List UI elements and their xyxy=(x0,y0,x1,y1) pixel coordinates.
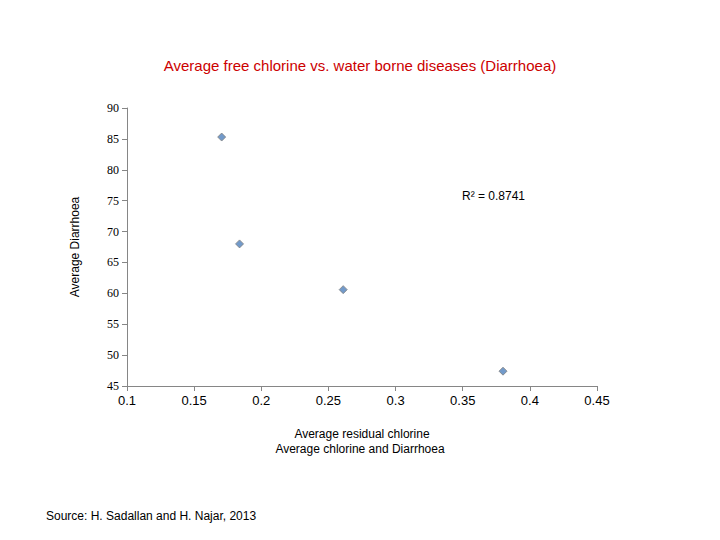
svg-text:90: 90 xyxy=(107,101,119,115)
svg-text:0.45: 0.45 xyxy=(584,393,609,408)
svg-text:0.35: 0.35 xyxy=(450,393,475,408)
svg-text:60: 60 xyxy=(107,286,119,300)
svg-text:R² = 0.8741: R² = 0.8741 xyxy=(462,189,525,203)
svg-text:70: 70 xyxy=(107,225,119,239)
svg-text:Source: H. Sadallan and H. Naj: Source: H. Sadallan and H. Najar, 2013 xyxy=(46,509,256,523)
svg-text:Average free chlorine vs. wate: Average free chlorine vs. water borne di… xyxy=(164,57,556,74)
svg-text:0.3: 0.3 xyxy=(387,393,405,408)
svg-text:Average chlorine and Diarrhoea: Average chlorine and Diarrhoea xyxy=(275,442,445,456)
svg-text:0.4: 0.4 xyxy=(521,393,539,408)
svg-text:45: 45 xyxy=(107,379,119,393)
svg-text:0.2: 0.2 xyxy=(252,393,270,408)
svg-text:0.25: 0.25 xyxy=(316,393,341,408)
svg-text:Average Diarrhoea: Average Diarrhoea xyxy=(68,196,82,297)
svg-text:55: 55 xyxy=(107,317,119,331)
svg-text:85: 85 xyxy=(107,132,119,146)
svg-text:0.1: 0.1 xyxy=(118,393,136,408)
svg-text:50: 50 xyxy=(107,348,119,362)
svg-text:65: 65 xyxy=(107,255,119,269)
svg-text:0.15: 0.15 xyxy=(181,393,206,408)
svg-text:75: 75 xyxy=(107,194,119,208)
svg-text:80: 80 xyxy=(107,163,119,177)
svg-text:Average residual chlorine: Average residual chlorine xyxy=(294,427,430,441)
